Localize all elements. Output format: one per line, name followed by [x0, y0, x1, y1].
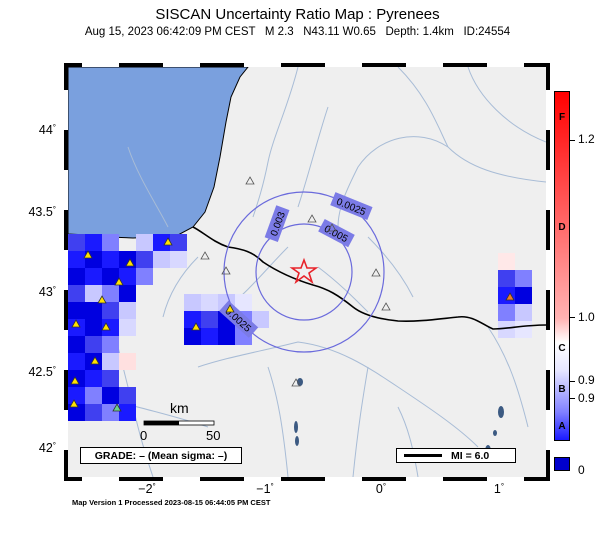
- station-icon: [291, 378, 301, 387]
- station-icon: [221, 266, 231, 275]
- station-icon: [327, 223, 337, 232]
- lon-tick-minus2: −2°: [138, 482, 156, 496]
- station-icon: [200, 251, 210, 260]
- map-frame: [64, 63, 550, 481]
- map-area: 0.0025 0.005 0.003 0.0025: [68, 67, 546, 477]
- station-icon: [163, 237, 173, 246]
- processing-footer: Map Version 1 Processed 2023-08-15 06:44…: [72, 498, 271, 507]
- map-canvas: 0.0025 0.005 0.003 0.0025: [68, 67, 546, 477]
- station-icon: [371, 268, 381, 277]
- colorbar-letter-b: B: [558, 384, 566, 395]
- epicenter-star-icon: [289, 257, 319, 285]
- station-icon: [114, 277, 124, 286]
- map-title: SISCAN Uncertainty Ratio Map : Pyrenees: [155, 6, 440, 23]
- colorbar-value-1-2: 1.2: [578, 132, 595, 146]
- station-icon: [245, 176, 255, 185]
- lat-tick-42: 42°: [38, 441, 56, 455]
- mi-label: MI = 6.0: [451, 450, 490, 462]
- contour-outer: [223, 191, 385, 353]
- lon-tick-0: 0°: [375, 482, 387, 496]
- uncertainty-grid: [68, 234, 532, 421]
- station-icon: [381, 302, 391, 311]
- scale-unit: km: [170, 400, 189, 416]
- station-icon: [101, 322, 111, 331]
- mi-box: MI = 6.0: [396, 448, 516, 463]
- station-icon: [97, 295, 107, 304]
- mi-line: [404, 454, 442, 457]
- station-icon: [71, 319, 81, 328]
- station-icon: [69, 399, 79, 408]
- lat-tick-44: 44°: [38, 123, 56, 137]
- station-icon: [307, 214, 317, 223]
- station-icon: [112, 403, 122, 412]
- scale-bar: [143, 420, 215, 426]
- colorbar-letter-d: D: [558, 222, 566, 233]
- colorbar-letter-c: C: [558, 343, 566, 354]
- station-icon: [505, 292, 515, 301]
- lon-tick-minus1: −1°: [256, 482, 274, 496]
- scale-start: 0: [140, 428, 148, 443]
- event-subtitle: Aug 15, 2023 06:42:09 PM CEST M 2.3 N43.…: [84, 26, 511, 38]
- lat-tick-43: 43°: [38, 285, 56, 299]
- station-icon: [83, 250, 93, 259]
- uncertainty-contours: [223, 191, 385, 353]
- station-icon: [70, 376, 80, 385]
- station-icon: [191, 322, 201, 331]
- station-icon: [225, 304, 235, 313]
- colorbar-value-0-9a: 0.9: [578, 373, 595, 387]
- colorbar-value-0-9b: 0.9: [578, 391, 595, 405]
- grade-box: GRADE: – (Mean sigma: –): [80, 447, 242, 464]
- lat-tick-42-5: 42.5°: [28, 365, 56, 379]
- scale-end: 50: [206, 428, 221, 443]
- lat-tick-43-5: 43.5°: [28, 205, 56, 219]
- contour-inner: [255, 223, 353, 321]
- colorbar-zero-swatch: [554, 457, 570, 471]
- country-border: [192, 226, 546, 330]
- station-icon: [90, 356, 100, 365]
- colorbar-value-0: 0: [578, 463, 585, 477]
- station-icon: [125, 258, 135, 267]
- lon-tick-1: 1°: [493, 482, 505, 496]
- colorbar-letter-f: F: [558, 112, 566, 123]
- stations: [69, 176, 515, 412]
- colorbar-letter-a: A: [558, 421, 566, 432]
- colorbar: [554, 91, 570, 441]
- colorbar-value-1-0: 1.0: [578, 310, 595, 324]
